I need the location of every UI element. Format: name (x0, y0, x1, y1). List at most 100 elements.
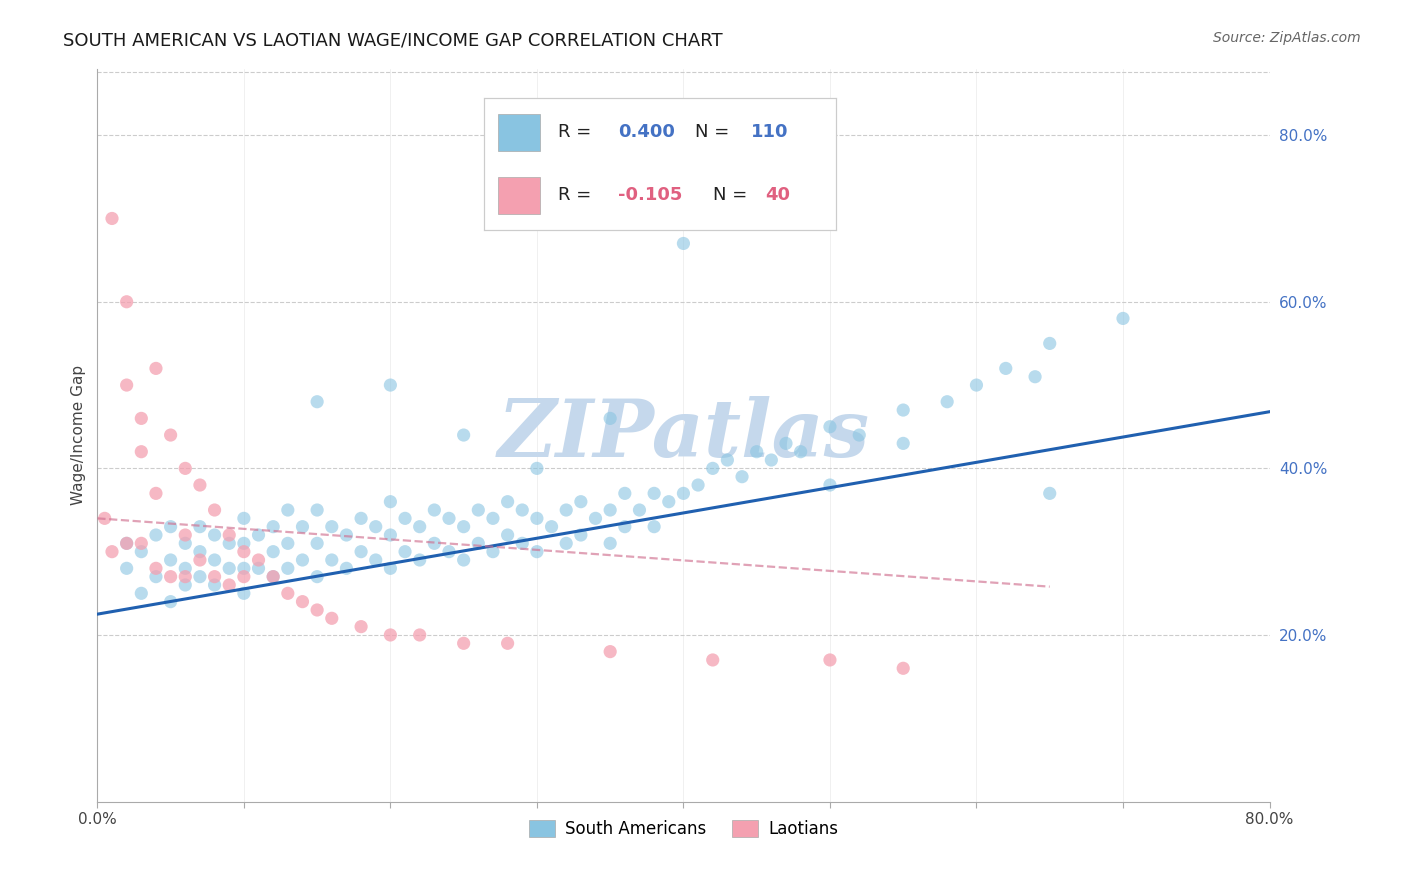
Point (291, 553, 314, 567)
Point (188, 569, 211, 583)
Point (540, 519, 562, 533)
Point (101, 211, 124, 226)
Point (131, 536, 153, 550)
Point (247, 561, 270, 575)
Point (277, 586, 299, 600)
Point (658, 494, 681, 508)
Point (321, 519, 343, 533)
Point (364, 553, 387, 567)
Point (569, 494, 592, 508)
Point (174, 569, 197, 583)
Point (482, 511, 505, 525)
Text: SOUTH AMERICAN VS LAOTIAN WAGE/INCOME GAP CORRELATION CHART: SOUTH AMERICAN VS LAOTIAN WAGE/INCOME GA… (63, 31, 723, 49)
Point (159, 594, 181, 608)
Point (394, 511, 416, 525)
Point (232, 586, 254, 600)
Point (789, 444, 811, 458)
Point (350, 511, 373, 525)
Point (848, 428, 870, 442)
Point (613, 519, 636, 533)
Point (131, 544, 153, 558)
Point (423, 536, 446, 550)
Point (131, 411, 153, 425)
Point (467, 536, 489, 550)
Text: ZIPatlas: ZIPatlas (498, 396, 869, 474)
Point (672, 486, 695, 500)
Point (966, 378, 988, 392)
Point (307, 569, 329, 583)
Point (277, 503, 299, 517)
Point (131, 444, 153, 458)
Point (599, 536, 621, 550)
Point (643, 519, 665, 533)
Point (232, 511, 254, 525)
Point (496, 636, 519, 650)
Point (174, 578, 197, 592)
Point (218, 536, 240, 550)
Point (599, 645, 621, 659)
Point (453, 519, 475, 533)
Point (145, 528, 167, 542)
Point (174, 536, 197, 550)
Point (510, 503, 533, 517)
Point (291, 519, 314, 533)
Point (262, 544, 284, 558)
Point (891, 661, 914, 675)
Point (350, 544, 373, 558)
Point (423, 503, 446, 517)
Point (335, 561, 357, 575)
Point (188, 478, 211, 492)
Point (599, 411, 621, 425)
Text: Source: ZipAtlas.com: Source: ZipAtlas.com (1213, 31, 1361, 45)
Point (159, 553, 181, 567)
Point (188, 553, 211, 567)
Point (335, 528, 357, 542)
Point (599, 503, 621, 517)
Point (702, 653, 724, 667)
Point (555, 536, 578, 550)
Point (232, 544, 254, 558)
Point (453, 428, 475, 442)
Point (204, 578, 226, 592)
Point (380, 561, 402, 575)
Point (818, 653, 841, 667)
Point (482, 544, 505, 558)
Point (716, 453, 738, 467)
Point (232, 536, 254, 550)
Point (262, 519, 284, 533)
Point (1039, 486, 1062, 500)
Point (321, 611, 343, 625)
Point (453, 636, 475, 650)
Point (115, 294, 138, 309)
Point (467, 503, 489, 517)
Point (1039, 336, 1062, 351)
Point (174, 561, 197, 575)
Point (526, 461, 548, 475)
Point (818, 478, 841, 492)
Point (409, 519, 432, 533)
Point (613, 486, 636, 500)
Point (702, 461, 724, 475)
Point (526, 544, 548, 558)
Point (145, 561, 167, 575)
Point (145, 361, 167, 376)
Point (307, 503, 329, 517)
Point (380, 628, 402, 642)
Point (145, 486, 167, 500)
Point (232, 561, 254, 575)
Point (188, 519, 211, 533)
Point (159, 569, 181, 583)
Point (204, 528, 226, 542)
Point (510, 536, 533, 550)
Point (496, 494, 519, 508)
Point (585, 511, 607, 525)
Point (247, 528, 270, 542)
Point (307, 394, 329, 409)
Point (204, 553, 226, 567)
Point (350, 620, 373, 634)
Point (672, 236, 695, 251)
Point (262, 569, 284, 583)
Point (174, 528, 197, 542)
Point (115, 378, 138, 392)
Point (218, 528, 240, 542)
